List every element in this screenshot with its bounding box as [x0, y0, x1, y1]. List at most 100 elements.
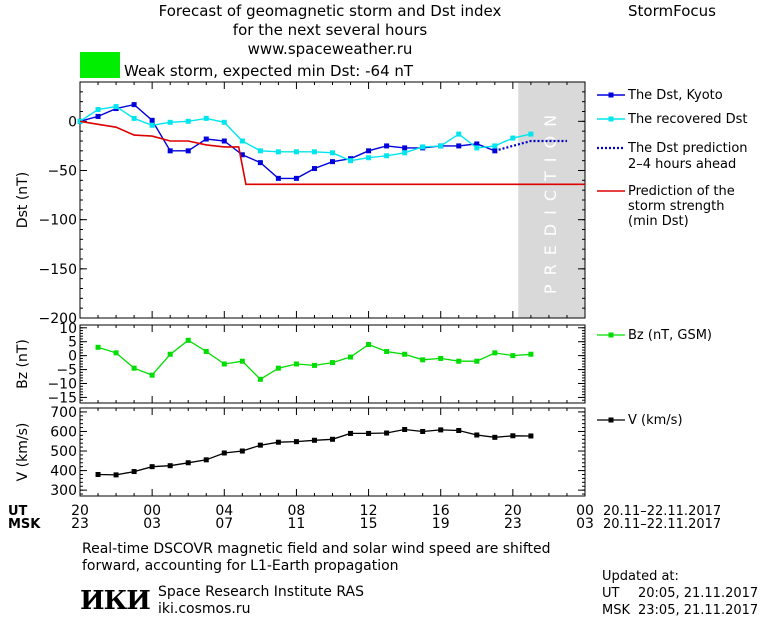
- data-point-bz: [149, 372, 155, 378]
- bz-ytick-label: −15: [47, 390, 77, 406]
- legend: The Dst, Kyoto The recovered Dst The Dst p…: [597, 88, 748, 428]
- title-line-1: Forecast of geomagnetic storm and Dst in…: [158, 2, 502, 20]
- data-point-kyoto: [239, 152, 245, 158]
- data-point-bz: [348, 354, 354, 360]
- dst-frame: [79, 81, 586, 319]
- data-point-v: [95, 471, 101, 477]
- prediction-band-label: PREDICTION: [541, 106, 560, 294]
- data-point-v: [384, 430, 390, 436]
- data-point-recovered: [293, 149, 299, 155]
- series-line-strength: [79, 120, 585, 186]
- dst-ytick-label: 0: [68, 114, 77, 130]
- v-ytick-label: 300: [50, 483, 77, 499]
- v-frame: [79, 407, 586, 497]
- msk-axis-label: MSK: [8, 517, 41, 532]
- data-point-v: [239, 448, 245, 454]
- bz-ytick-label: 5: [68, 335, 77, 351]
- data-point-recovered: [420, 144, 426, 150]
- legend-recovered-marker: [608, 116, 614, 122]
- data-point-kyoto: [167, 148, 173, 154]
- brand-label: StormFocus: [628, 2, 716, 20]
- data-point-v: [438, 427, 444, 433]
- data-point-kyoto: [474, 141, 480, 147]
- data-point-recovered: [257, 148, 263, 154]
- chart-title: Forecast of geomagnetic storm and Dst in…: [120, 2, 540, 59]
- dst-ytick-label: −100: [39, 213, 77, 229]
- msk-tick-label: 19: [432, 516, 450, 532]
- msk-tick-label: 11: [288, 516, 306, 532]
- data-point-bz: [366, 342, 372, 347]
- data-point-kyoto: [185, 148, 191, 154]
- data-point-bz: [528, 351, 534, 357]
- msk-tick-label: 07: [215, 516, 233, 532]
- data-point-bz: [420, 357, 426, 363]
- updated-msk-label: MSK: [602, 603, 630, 618]
- data-point-recovered: [402, 150, 408, 156]
- data-point-bz: [474, 358, 480, 364]
- ut-tick-label: 20: [504, 503, 522, 519]
- updated-ut-value: 20:05, 21.11.2017: [638, 586, 759, 601]
- data-point-recovered: [438, 143, 444, 149]
- legend-prediction-label-2: 2–4 hours ahead: [628, 157, 736, 172]
- data-point-recovered: [492, 143, 498, 149]
- data-point-kyoto: [330, 159, 335, 165]
- v-ytick-label: 600: [50, 424, 77, 440]
- title-line-2: for the next several hours: [232, 21, 428, 39]
- bz-ytick-label: −5: [56, 363, 77, 379]
- data-point-bz: [275, 365, 281, 371]
- series-line-v: [97, 428, 531, 476]
- data-point-v: [402, 427, 408, 433]
- data-point-bz: [95, 344, 101, 350]
- data-point-v: [311, 437, 317, 443]
- data-point-kyoto: [366, 148, 372, 154]
- ut-tick-label: 16: [432, 503, 450, 519]
- data-point-kyoto: [257, 160, 263, 166]
- bz-ytick-label: 10: [59, 321, 77, 337]
- data-point-bz: [510, 353, 516, 359]
- data-point-v: [420, 428, 426, 434]
- legend-v-marker: [608, 417, 614, 423]
- msk-tick-label: 03: [576, 516, 594, 532]
- data-point-bz: [311, 362, 317, 368]
- data-point-v: [348, 430, 354, 436]
- legend-recovered-label: The recovered Dst: [627, 112, 747, 127]
- data-point-kyoto: [95, 113, 101, 119]
- data-point-bz: [384, 348, 390, 354]
- msk-tick-label: 15: [360, 516, 378, 532]
- legend-strength-label-2: storm strength: [628, 199, 725, 214]
- data-point-kyoto: [131, 102, 137, 108]
- data-point-recovered: [456, 131, 462, 137]
- legend-strength-label-3: (min Dst): [628, 214, 689, 229]
- data-point-recovered: [348, 158, 354, 164]
- legend-kyoto-marker: [608, 92, 614, 98]
- data-point-v: [257, 442, 263, 448]
- v-ytick-label: 400: [50, 464, 77, 480]
- bz-ytick-label: 0: [68, 349, 77, 365]
- v-ytick-label: 500: [50, 444, 77, 460]
- data-point-kyoto: [221, 138, 227, 144]
- ut-tick-label: 00: [143, 503, 161, 519]
- ut-tick-label: 04: [215, 503, 233, 519]
- data-point-recovered: [311, 149, 317, 155]
- data-point-recovered: [510, 135, 516, 141]
- msk-tick-label: 03: [143, 516, 161, 532]
- data-point-bz: [456, 358, 462, 364]
- data-point-recovered: [528, 131, 534, 137]
- data-point-v: [510, 433, 516, 439]
- legend-kyoto-label: The Dst, Kyoto: [627, 88, 723, 103]
- data-point-kyoto: [384, 143, 390, 149]
- storm-label: Weak storm, expected min Dst: -64 nT: [124, 62, 414, 80]
- footer-note-line-1: Real-time DSCOVR magnetic field and sola…: [82, 541, 551, 557]
- legend-bz-marker: [608, 332, 614, 338]
- v-ytick-label: 700: [50, 405, 77, 421]
- data-point-recovered: [185, 118, 191, 124]
- data-point-recovered: [113, 104, 119, 110]
- data-point-kyoto: [402, 145, 408, 151]
- data-point-v: [456, 427, 462, 433]
- data-point-kyoto: [203, 136, 209, 142]
- data-point-kyoto: [275, 175, 281, 181]
- updated-block: Updated at: UT 20:05, 21.11.2017 MSK 23:05…: [602, 568, 758, 619]
- bz-ytick-label: −10: [47, 377, 77, 393]
